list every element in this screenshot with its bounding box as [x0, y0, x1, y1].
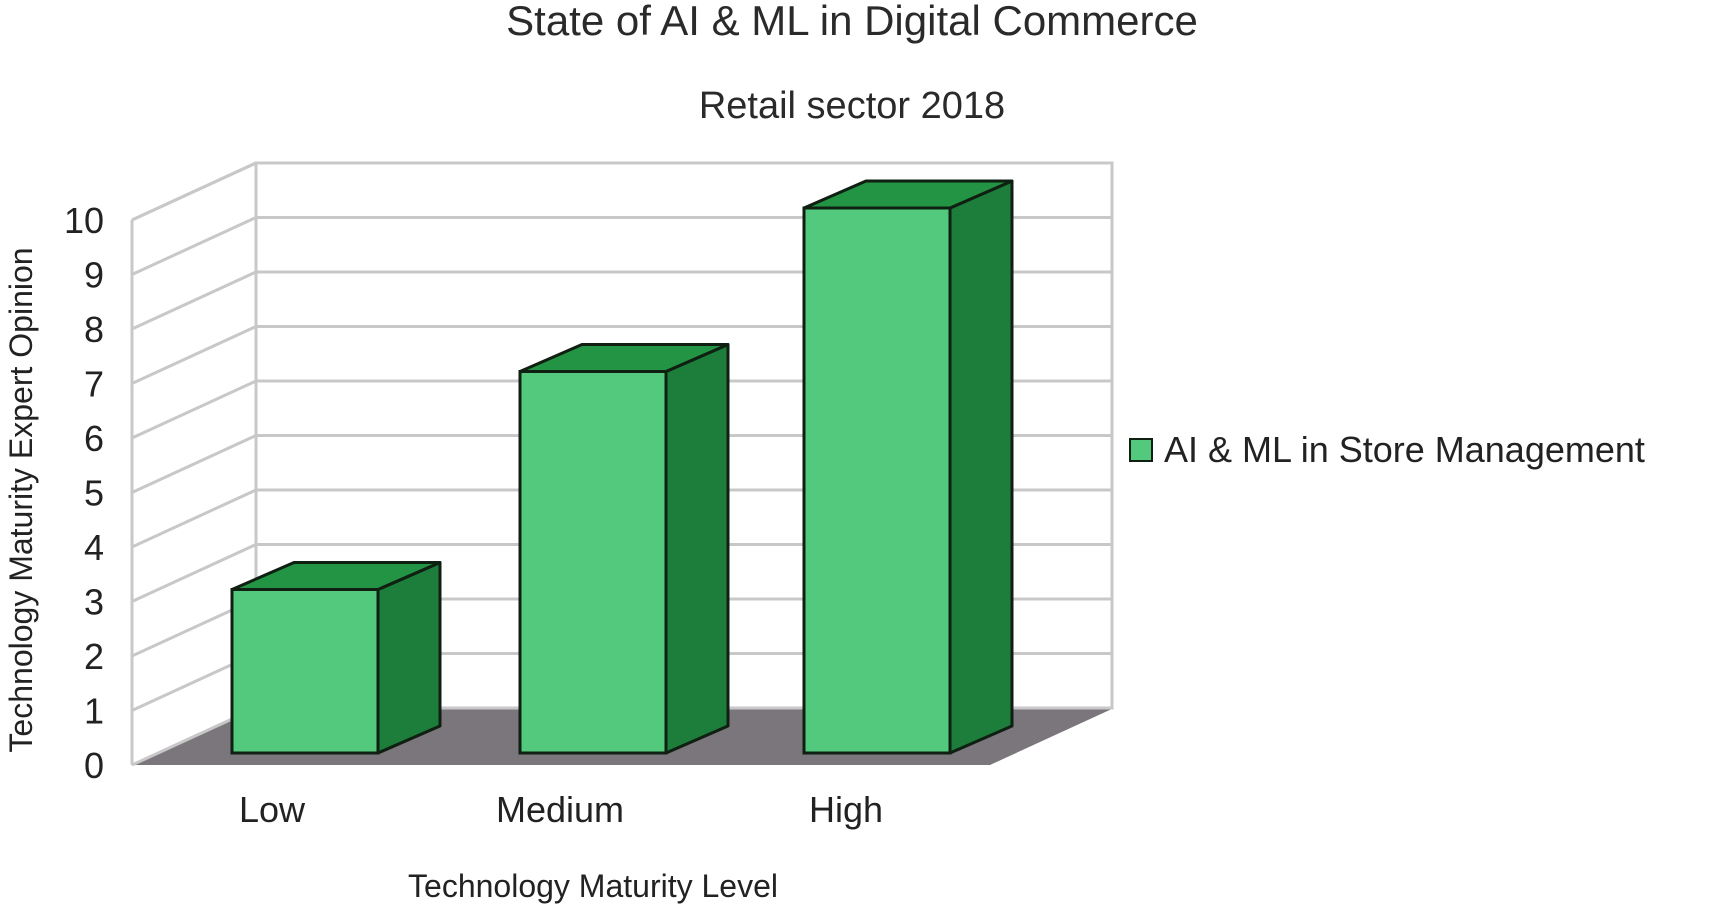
y-tick-label: 2 — [84, 636, 104, 677]
y-tick-label: 6 — [84, 418, 104, 459]
y-tick-label: 7 — [84, 364, 104, 405]
bar — [230, 588, 380, 755]
y-tick-label: 5 — [84, 473, 104, 514]
y-tick-label: 8 — [84, 309, 104, 350]
gridline-side — [131, 325, 257, 385]
gridline-side — [131, 216, 257, 276]
y-tick-label: 10 — [64, 200, 104, 241]
bar — [802, 206, 952, 755]
chart-title: State of AI & ML in Digital Commerce — [506, 0, 1198, 44]
gridline-side — [131, 543, 257, 603]
x-tick-label: High — [809, 789, 883, 830]
legend-label: AI & ML in Store Management — [1164, 429, 1645, 470]
bar — [518, 370, 668, 755]
gridline-side — [131, 379, 257, 440]
y-tick-label: 0 — [84, 745, 104, 786]
legend-swatch — [1129, 438, 1153, 462]
plot-area: 0 1 2 3 4 5 6 7 8 9 10 Low Medium High — [64, 161, 1114, 830]
gridline-side — [131, 488, 257, 549]
gridline-side — [131, 161, 257, 222]
bar-side — [376, 561, 442, 755]
y-axis-title: Technology Maturity Expert Opinion — [3, 247, 39, 752]
y-tick-label: 9 — [84, 255, 104, 296]
bar-side — [664, 343, 730, 755]
bar-side — [948, 179, 1014, 755]
chart-subtitle: Retail sector 2018 — [699, 85, 1005, 127]
x-tick-label: Medium — [496, 789, 624, 830]
y-tick-label: 3 — [84, 582, 104, 623]
gridline-side — [131, 434, 257, 494]
gridline-side — [131, 270, 257, 331]
x-axis-title: Technology Maturity Level — [408, 868, 778, 904]
x-tick-label: Low — [239, 789, 306, 830]
legend: AI & ML in Store Management — [1129, 429, 1645, 470]
y-tick-label: 1 — [84, 691, 104, 732]
y-tick-label: 4 — [84, 527, 104, 568]
